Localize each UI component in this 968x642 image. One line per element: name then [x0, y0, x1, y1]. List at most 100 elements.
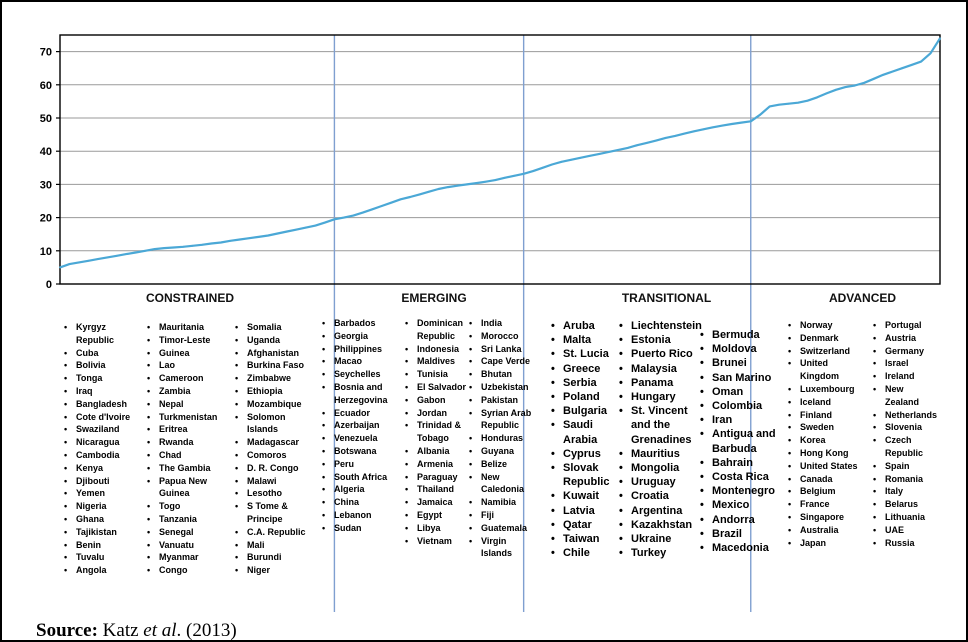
- data-point: [693, 130, 695, 133]
- country-item: Mali: [233, 539, 306, 552]
- country-name-continued: Republic: [885, 447, 924, 458]
- data-point: [238, 238, 241, 241]
- country-name-continued: Tobago: [417, 433, 449, 444]
- country-item: Barbados: [320, 317, 388, 330]
- y-tick-label: 50: [40, 113, 52, 125]
- data-point: [816, 96, 818, 99]
- country-item: Ecuador: [320, 407, 388, 420]
- country-item: Ethiopia: [233, 385, 306, 398]
- country-item: Benin: [62, 539, 130, 552]
- country-item: Nicaragua: [62, 436, 130, 449]
- data-point: [844, 86, 847, 89]
- country-item: Chile: [549, 546, 609, 560]
- country-item: Rwanda: [145, 436, 217, 449]
- data-point: [295, 228, 298, 231]
- data-point: [901, 67, 904, 70]
- country-name-continued: Principe: [247, 513, 283, 524]
- data-point: [740, 121, 743, 124]
- data-point: [872, 77, 875, 80]
- source-citation: Source: Katz et al. (2013): [36, 620, 237, 642]
- country-item: Norway: [786, 319, 858, 332]
- country-item: New: [467, 471, 531, 484]
- country-item: Iran: [698, 413, 776, 427]
- country-item: Korea: [786, 434, 858, 447]
- data-point: [333, 218, 336, 221]
- country-item: Namibia: [467, 496, 531, 509]
- country-item: Uganda: [233, 334, 306, 347]
- country-item: Thailand: [403, 483, 466, 496]
- source-year: . (2013): [176, 620, 237, 641]
- country-item: Iceland: [786, 396, 858, 409]
- group-label-emerging: EMERGING: [401, 291, 467, 305]
- country-item: Cambodia: [62, 449, 130, 462]
- country-item: Tonga: [62, 372, 130, 385]
- country-item: Nigeria: [62, 500, 130, 513]
- country-item: France: [786, 498, 858, 511]
- y-tick-label: 70: [40, 47, 52, 59]
- data-point: [891, 70, 894, 73]
- country-item: Lithuania: [871, 511, 937, 524]
- country-name-continued: Guinea: [159, 488, 190, 499]
- country-item: El Salvador: [403, 381, 466, 394]
- data-point: [910, 63, 913, 66]
- data-point: [797, 101, 799, 104]
- data-point: [664, 137, 667, 139]
- country-item: Myanmar: [145, 551, 217, 564]
- country-item: Georgia: [320, 330, 388, 343]
- data-point: [78, 261, 80, 264]
- country-item: Hungary: [617, 390, 702, 404]
- data-point: [863, 81, 866, 84]
- data-point: [163, 247, 165, 250]
- data-series-line: [59, 37, 941, 269]
- data-point: [588, 154, 591, 157]
- data-point: [730, 123, 733, 125]
- data-point: [172, 246, 175, 249]
- country-item: Solomon: [233, 411, 306, 424]
- country-item: Bangladesh: [62, 398, 130, 411]
- country-name-continued: Republic: [563, 476, 610, 489]
- data-point: [182, 245, 184, 248]
- data-point: [503, 176, 506, 179]
- data-point: [115, 254, 118, 257]
- country-item: Antigua and: [698, 427, 776, 441]
- country-item: Albania: [403, 445, 466, 458]
- constrained-list-col-3: SomaliaUgandaAfghanistanBurkina FasoZimb…: [233, 321, 306, 577]
- country-item: Macao: [320, 355, 388, 368]
- country-item: Kazakhstan: [617, 518, 702, 532]
- country-item: Kenya: [62, 462, 130, 475]
- country-item: Cuba: [62, 347, 130, 360]
- country-item: Japan: [786, 537, 858, 550]
- country-item: Burundi: [233, 551, 306, 564]
- data-point: [759, 113, 762, 116]
- country-item: Malta: [549, 333, 609, 347]
- country-item: Jamaica: [403, 496, 466, 509]
- country-item: Fiji: [467, 509, 531, 522]
- country-item: Virgin: [467, 535, 531, 548]
- country-item: Kuwait: [549, 489, 609, 503]
- country-item: Austria: [871, 332, 937, 345]
- data-point: [134, 251, 137, 254]
- country-name-continued: Arabia: [563, 433, 598, 446]
- data-point: [390, 201, 393, 204]
- country-item: Serbia: [549, 376, 609, 390]
- country-item: Azerbaijan: [320, 419, 388, 432]
- country-item: Bosnia and: [320, 381, 388, 394]
- country-item: Maldives: [403, 355, 466, 368]
- country-item: India: [467, 317, 531, 330]
- country-item: Uzbekistan: [467, 381, 531, 394]
- data-point: [721, 124, 724, 127]
- constrained-list-col-2: MauritaniaTimor-LesteGuineaLaoCameroonZa…: [145, 321, 217, 577]
- country-item: Uruguay: [617, 475, 702, 489]
- country-item: Argentina: [617, 504, 702, 518]
- data-point: [522, 172, 525, 175]
- country-item: Togo: [145, 500, 217, 513]
- country-item: Paraguay: [403, 471, 466, 484]
- country-item: Bahrain: [698, 456, 776, 470]
- data-point: [560, 160, 563, 163]
- data-point: [106, 256, 109, 259]
- data-point: [125, 253, 128, 256]
- country-item: Swaziland: [62, 423, 130, 436]
- country-item: Denmark: [786, 332, 858, 345]
- data-point: [201, 243, 203, 246]
- country-item: Bolivia: [62, 359, 130, 372]
